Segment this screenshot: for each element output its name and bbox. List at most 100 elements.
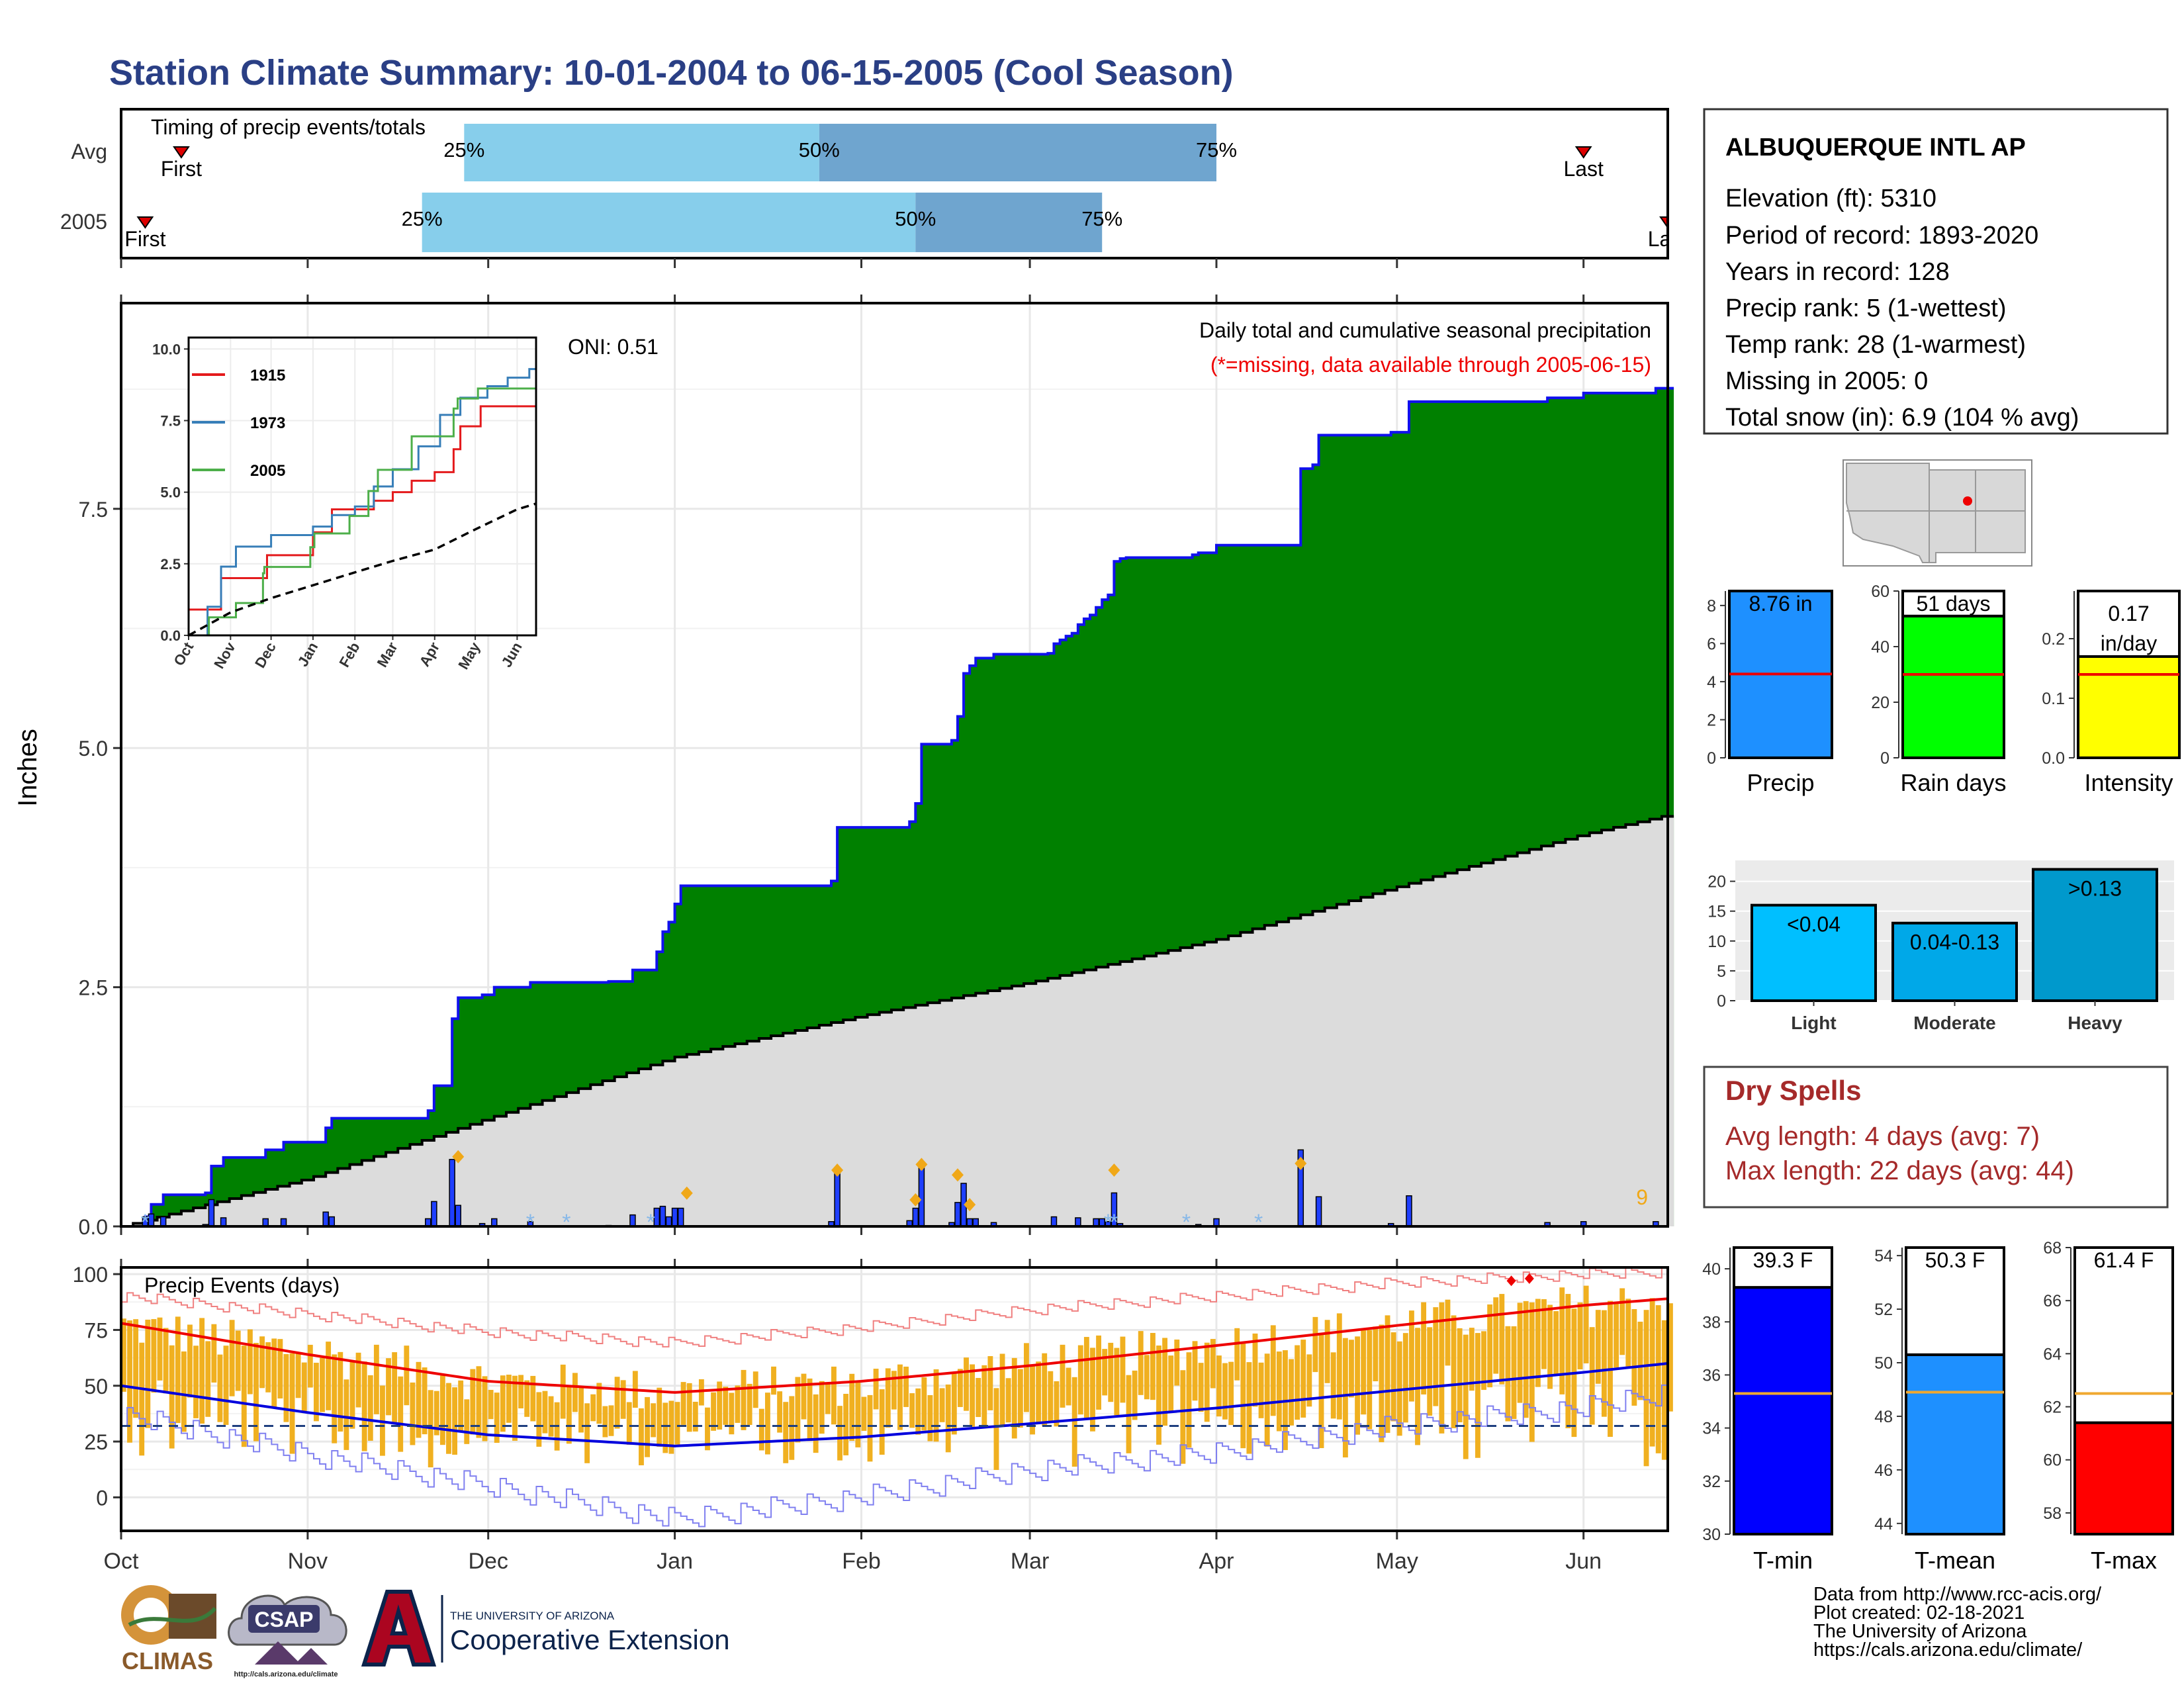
timing-Avg-last-marker — [1574, 146, 1592, 159]
events-panel: <0.04 Light 0.04-0.13 Moderate >0.13 Heavy 0 5 1… — [1707, 860, 2174, 1033]
daily-temp-bar — [897, 1364, 903, 1430]
daily-temp-bar — [837, 1406, 842, 1461]
temp-y-tick-label: 50 — [84, 1375, 108, 1398]
daily-temp-bar — [964, 1357, 969, 1411]
daily-temp-bar — [861, 1396, 867, 1431]
daily-temp-bar — [1318, 1333, 1324, 1449]
station-elevation: Elevation (ft): 5310 — [1725, 185, 1936, 212]
daily-temp-bar — [1517, 1303, 1523, 1403]
daily-temp-bar — [831, 1366, 837, 1425]
daily-temp-bar — [320, 1357, 325, 1412]
credit-line-4: https://cals.arizona.edu/climate/ — [1813, 1639, 2083, 1661]
daily-temp-bar — [1547, 1304, 1553, 1389]
daily-temp-bar — [518, 1375, 524, 1409]
timing-row-2005-label: 2005 — [60, 210, 107, 234]
credit-line-2: Plot created: 02-18-2021 — [1813, 1602, 2025, 1623]
daily-temp-bar — [951, 1373, 957, 1435]
credit-line-3: The University of Arizona — [1813, 1621, 2027, 1642]
daily-temp-bar — [657, 1387, 662, 1447]
daily-temp-bar — [398, 1376, 404, 1452]
stat-value-label: 61.4 F — [2094, 1248, 2154, 1272]
daily-temp-bar — [1402, 1333, 1408, 1423]
avg-min-line — [120, 1362, 1668, 1447]
locator-map — [1843, 459, 2032, 567]
temp-x-tick-label: Apr — [1199, 1549, 1234, 1574]
daily-temp-bar — [789, 1396, 795, 1460]
daily-temp-bar — [801, 1373, 807, 1420]
avg-max-line — [120, 1297, 1668, 1394]
daily-temp-bar — [783, 1402, 789, 1463]
heavy-event-marker — [680, 1186, 693, 1200]
daily-temp-bar — [1583, 1285, 1589, 1363]
daily-temp-bar — [1270, 1325, 1276, 1416]
timing-bar-2005-q2 — [915, 193, 1103, 252]
events-x-tick-label: Moderate — [1913, 1013, 1995, 1033]
stat-value-label: 0.17 — [2108, 602, 2149, 625]
daily-temp-bar — [662, 1402, 668, 1453]
daily-temp-bar — [813, 1394, 819, 1453]
daily-temp-bar — [915, 1388, 921, 1435]
stat-y-tick-label: 54 — [1874, 1247, 1893, 1265]
daily-temp-bar — [1024, 1343, 1029, 1412]
daily-temp-bar — [223, 1346, 229, 1425]
events-y-tick-label: 0 — [1717, 992, 1726, 1011]
stat-y-tick-label: 60 — [2043, 1451, 2062, 1470]
stat-panel-precip: 0 2 4 6 8 8.76 in Precip — [1707, 590, 1833, 796]
inset-x-tick-label: May — [455, 639, 483, 672]
station-precip-rank: Precip rank: 5 (1-wettest) — [1725, 295, 2006, 322]
daily-temp-bar — [626, 1402, 632, 1445]
events-bar-label-heavy: >0.13 — [2068, 877, 2122, 901]
daily-temp-bar — [945, 1384, 951, 1453]
daily-temp-bar — [1511, 1326, 1517, 1419]
climas-logo: CLIMAS — [121, 1585, 217, 1674]
daily-temp-bar — [752, 1371, 758, 1408]
daily-temp-bar — [1342, 1338, 1348, 1458]
daily-temp-bar — [921, 1377, 927, 1431]
daily-temp-bar — [879, 1389, 885, 1455]
stat-panel-intensity: 0.0 0.1 0.2 0.17 in/day Intensity — [2042, 590, 2181, 796]
daily-temp-bar — [1102, 1349, 1108, 1396]
timing-2005-p50-label: 50% — [895, 207, 936, 230]
daily-temp-bar — [981, 1365, 987, 1426]
inset-legend-label-2005: 2005 — [250, 462, 285, 480]
daily-temp-bar — [1668, 1303, 1673, 1412]
temp-frame — [120, 1266, 1669, 1532]
stat-name-label: Precip — [1747, 769, 1814, 796]
dry-spells-title: Dry Spells — [1725, 1075, 1861, 1106]
timing-Avg-p75-label: 75% — [1196, 138, 1237, 161]
daily-precip-bar — [834, 1172, 841, 1227]
daily-temp-bar — [1451, 1315, 1457, 1428]
stat-label-box — [1901, 590, 2005, 617]
daily-temp-bar — [1493, 1297, 1499, 1374]
daily-temp-bar — [187, 1324, 193, 1398]
daily-precip-bar — [954, 1202, 961, 1227]
daily-temp-bar — [1529, 1302, 1535, 1442]
daily-temp-bar — [903, 1366, 909, 1407]
inset-background — [189, 338, 536, 635]
stat-name-label: Rain days — [1900, 769, 2006, 796]
stat-value-bar — [2073, 1421, 2174, 1535]
events-bar-label-light: <0.04 — [1787, 913, 1841, 937]
dry-spells-box: Dry Spells Avg length: 4 days (avg: 7) M… — [1703, 1066, 2169, 1209]
daily-temp-bar — [764, 1393, 770, 1455]
temp-y-tick-label: 25 — [84, 1430, 108, 1454]
csap-logo: CSAP http://cals.arizona.edu/climate — [228, 1594, 347, 1678]
timing-bar-Avg-q1 — [464, 124, 819, 181]
daily-temp-bar — [422, 1367, 428, 1435]
inset-x-tick-label: Jan — [295, 639, 322, 669]
daily-temp-bar — [933, 1369, 939, 1442]
daily-temp-bar — [488, 1390, 494, 1420]
events-bar-light — [1751, 903, 1877, 1002]
daily-temp-bar — [1071, 1377, 1077, 1467]
daily-temp-bar — [717, 1381, 723, 1430]
daily-temp-bar — [970, 1364, 976, 1427]
precip-y-axis-title: Inches — [13, 729, 42, 807]
daily-temp-bar — [843, 1393, 849, 1455]
daily-temp-bar — [795, 1377, 801, 1443]
inset-y-tick-label: 2.5 — [160, 556, 181, 572]
daily-precip-bar — [449, 1159, 455, 1227]
heavy-event-marker — [951, 1168, 964, 1182]
daily-temp-bar — [1457, 1328, 1463, 1422]
daily-temp-bar — [289, 1353, 295, 1454]
